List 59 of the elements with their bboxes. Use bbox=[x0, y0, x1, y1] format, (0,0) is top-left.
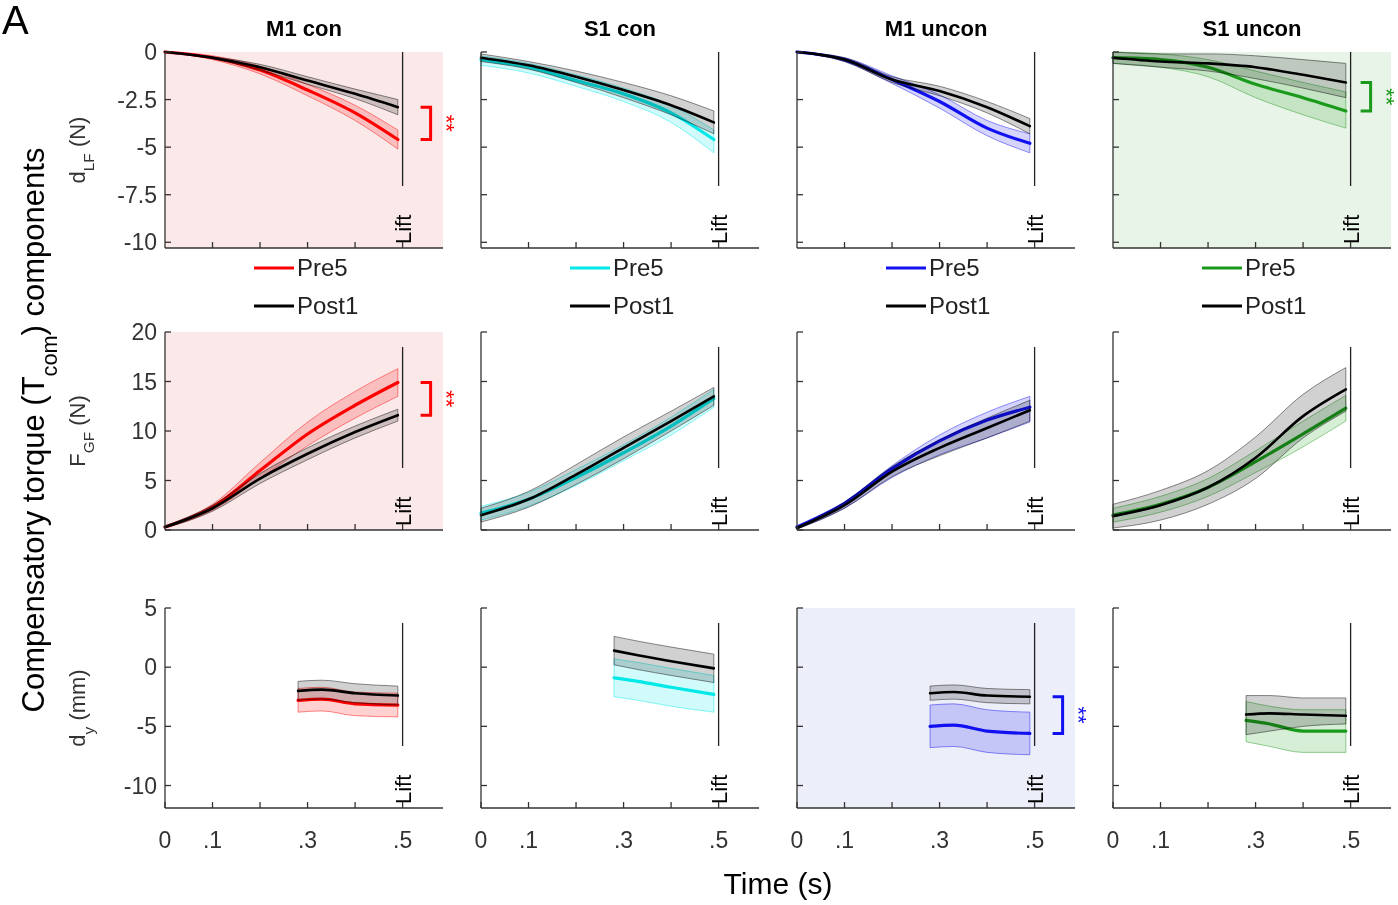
legend-label: Pre5 bbox=[1245, 254, 1296, 282]
x-tick-label: .1 bbox=[834, 827, 855, 853]
y-tick-label: -5 bbox=[136, 713, 157, 740]
y-tick-label: -5 bbox=[136, 134, 157, 161]
ref-line-label: Lift bbox=[1338, 774, 1364, 804]
x-tick-label: .5 bbox=[393, 827, 413, 853]
x-tick-label: .1 bbox=[518, 827, 539, 853]
x-tick-label: .5 bbox=[1025, 827, 1045, 853]
y-tick-label: -2.5 bbox=[117, 86, 157, 113]
y-tick-label: 10 bbox=[131, 418, 157, 445]
x-tick-label: .3 bbox=[1245, 827, 1266, 853]
ref-line-label: Lift bbox=[1022, 214, 1048, 244]
x-tick-label: .5 bbox=[1341, 827, 1361, 853]
y-tick-label: -10 bbox=[123, 772, 157, 799]
ref-line-label: Lift bbox=[1022, 496, 1048, 526]
x-tick-label: 0 bbox=[474, 827, 488, 853]
chart-title: S1 con bbox=[583, 16, 657, 41]
chart-title: M1 uncon bbox=[884, 16, 988, 41]
y-tick-label: 0 bbox=[144, 654, 157, 681]
legend-label: Pre5 bbox=[929, 254, 980, 282]
chart-title: S1 uncon bbox=[1202, 16, 1302, 41]
x-tick-label: .1 bbox=[202, 827, 223, 853]
y-tick-label: 0 bbox=[144, 39, 157, 66]
ref-line-label: Lift bbox=[706, 214, 732, 244]
legend-label: Post1 bbox=[1245, 292, 1307, 320]
x-tick-label: .1 bbox=[1150, 827, 1171, 853]
x-tick-label: .3 bbox=[929, 827, 950, 853]
x-tick-label: .3 bbox=[297, 827, 318, 853]
legend-label: Post1 bbox=[297, 292, 359, 320]
y-tick-label: 15 bbox=[131, 368, 157, 395]
annotation: ** bbox=[433, 390, 459, 408]
ref-line-label: Lift bbox=[1338, 214, 1364, 244]
annotation: ** bbox=[433, 114, 459, 133]
x-tick-label: .3 bbox=[613, 827, 634, 853]
y-tick-label: 20 bbox=[131, 319, 157, 346]
ref-line-label: Lift bbox=[390, 214, 416, 244]
ref-line-label: Lift bbox=[1022, 774, 1048, 804]
annotation: ** bbox=[1065, 706, 1091, 725]
legend-label: Pre5 bbox=[297, 254, 348, 282]
legend-label: Post1 bbox=[613, 292, 675, 320]
legend-label: Post1 bbox=[929, 292, 991, 320]
y-tick-label: 5 bbox=[144, 467, 157, 494]
ref-line-label: Lift bbox=[706, 774, 732, 804]
y-tick-label: -7.5 bbox=[117, 181, 157, 208]
ref-line-label: Lift bbox=[390, 496, 416, 526]
ref-line-label: Lift bbox=[1338, 496, 1364, 526]
annotation: ** bbox=[1373, 88, 1398, 106]
x-axis-title: Time (s) bbox=[723, 867, 833, 900]
chart-title: M1 con bbox=[266, 16, 342, 41]
y-tick-label: -10 bbox=[123, 229, 157, 256]
x-tick-label: 0 bbox=[790, 827, 804, 853]
y-tick-label: 5 bbox=[144, 595, 157, 622]
x-tick-label: 0 bbox=[1106, 827, 1120, 853]
text: A bbox=[2, 0, 29, 42]
ref-line-label: Lift bbox=[706, 496, 732, 526]
x-tick-label: .5 bbox=[709, 827, 729, 853]
ref-line-label: Lift bbox=[390, 774, 416, 804]
legend-label: Pre5 bbox=[613, 254, 664, 282]
y-tick-label: 0 bbox=[144, 517, 157, 544]
